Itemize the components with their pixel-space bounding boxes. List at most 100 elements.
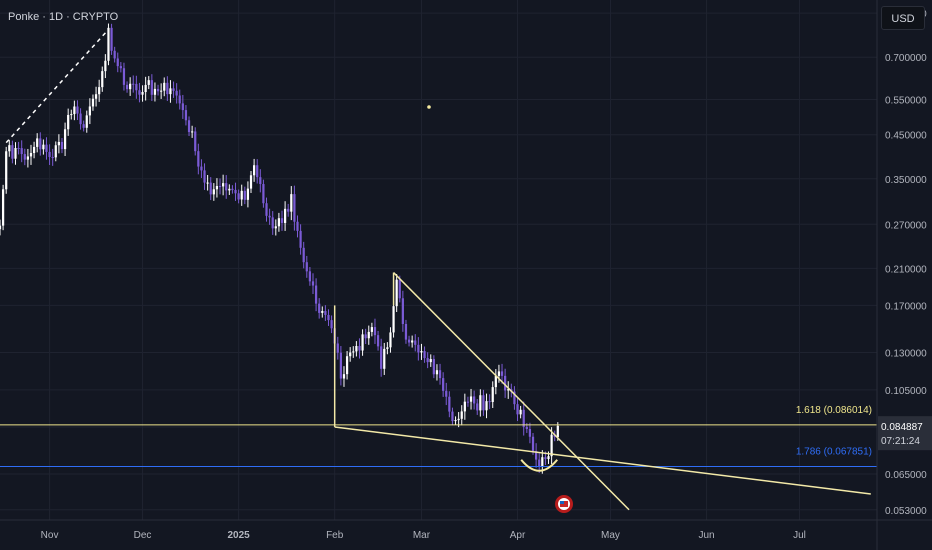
candle xyxy=(308,267,312,286)
candle-body xyxy=(544,457,547,460)
candle xyxy=(519,405,522,419)
candle xyxy=(160,83,163,99)
candle-body xyxy=(277,218,281,227)
candle-body xyxy=(11,145,14,159)
candle-body xyxy=(370,327,373,332)
candle-body xyxy=(1,189,5,226)
candle xyxy=(345,351,349,380)
candle xyxy=(79,108,82,130)
candle-body xyxy=(460,411,463,419)
time-tick: Jul xyxy=(793,530,806,541)
candle-body xyxy=(398,279,401,299)
candle xyxy=(166,76,169,101)
candle xyxy=(398,275,401,303)
candle xyxy=(500,363,504,384)
candle xyxy=(389,327,392,353)
candle-body xyxy=(79,113,82,125)
candle xyxy=(144,76,147,101)
candle xyxy=(491,381,494,408)
candle-body xyxy=(256,165,259,178)
candle-body xyxy=(414,340,417,345)
candle xyxy=(17,141,20,155)
candle xyxy=(426,352,429,369)
candle-body xyxy=(262,184,265,204)
candle-body xyxy=(150,80,153,95)
time-tick: Nov xyxy=(41,530,59,541)
price-tick: 0.065000 xyxy=(885,470,927,481)
candle-body xyxy=(308,271,312,282)
candle xyxy=(42,139,45,155)
candle xyxy=(411,335,414,348)
price-axis[interactable]: 0.9000000.7000000.5500000.4500000.350000… xyxy=(876,0,932,550)
candle xyxy=(420,343,423,360)
candle-body xyxy=(48,151,51,158)
currency-button[interactable]: USD xyxy=(881,6,925,30)
candle xyxy=(342,366,346,387)
candle xyxy=(150,74,153,101)
candle-body xyxy=(268,215,271,218)
current-price-tag xyxy=(878,416,932,451)
candle-body xyxy=(17,148,20,150)
candle-body xyxy=(287,208,290,212)
candle xyxy=(265,197,268,222)
time-tick: Mar xyxy=(413,530,431,541)
candle-body xyxy=(438,370,442,379)
candle xyxy=(147,76,150,90)
candle-body xyxy=(206,182,209,184)
candle xyxy=(237,189,240,204)
candle-body xyxy=(339,352,342,379)
candle xyxy=(88,98,91,125)
candle xyxy=(407,335,411,347)
candle xyxy=(364,328,367,345)
candle-body xyxy=(355,346,358,352)
candle xyxy=(330,315,333,334)
candle-body xyxy=(129,83,132,90)
candle xyxy=(497,364,501,383)
candle xyxy=(435,364,439,381)
candle-body xyxy=(98,87,101,95)
price-tick: 0.053000 xyxy=(885,506,927,517)
fib-levels: 1.618 (0.086014) 1.786 (0.067851) xyxy=(0,405,877,467)
candle xyxy=(48,144,51,165)
candle-body xyxy=(327,314,330,321)
candle-body xyxy=(507,389,510,391)
candle xyxy=(355,341,358,357)
candle xyxy=(215,178,219,198)
candle-body xyxy=(104,60,107,72)
time-tick: Apr xyxy=(510,530,526,541)
candle xyxy=(361,329,364,356)
candle xyxy=(172,81,175,98)
candle xyxy=(293,185,296,231)
candle xyxy=(386,342,389,355)
candle-body xyxy=(280,218,284,223)
candle-body xyxy=(67,114,70,130)
candle-body xyxy=(451,411,454,422)
candle-body xyxy=(426,358,429,363)
candle-body xyxy=(259,177,262,185)
fib-level-label: 1.786 (0.067851) xyxy=(796,446,872,457)
candle xyxy=(113,46,116,63)
candle xyxy=(107,23,110,66)
candle xyxy=(460,405,463,426)
candle xyxy=(5,146,8,194)
candle-body xyxy=(504,375,507,391)
candle-body xyxy=(302,247,305,263)
candle-body xyxy=(519,409,522,415)
candle xyxy=(129,77,132,96)
candle-body xyxy=(494,375,497,388)
candle-body xyxy=(125,84,129,90)
candle xyxy=(476,399,479,415)
candle-body xyxy=(429,359,432,363)
candle xyxy=(234,182,237,201)
candle xyxy=(122,62,126,91)
candle xyxy=(156,84,160,96)
candle-body xyxy=(318,303,321,313)
candle-body xyxy=(345,356,349,375)
candle xyxy=(135,75,138,99)
time-tick: Jun xyxy=(698,530,714,541)
time-tick: 2025 xyxy=(227,530,250,541)
candle-body xyxy=(442,378,445,391)
time-axis[interactable]: Nov Dec 2025 Feb Mar Apr May Jun Jul xyxy=(0,519,932,541)
price-axis-panel xyxy=(877,0,932,550)
